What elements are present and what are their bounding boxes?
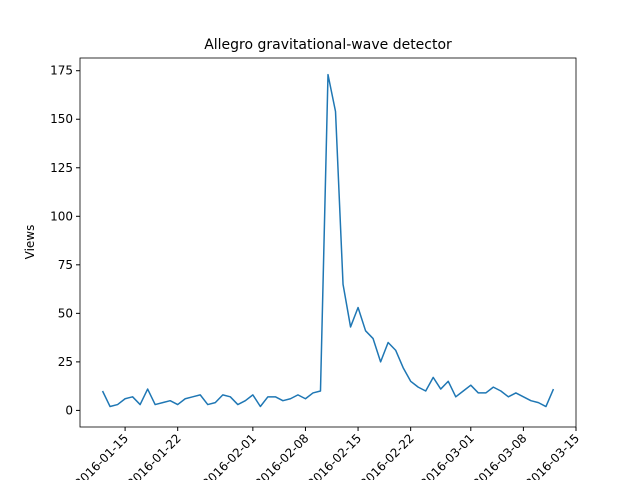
y-tick-label: 100: [50, 209, 73, 223]
x-tick-label: 2016-01-15: [72, 431, 131, 480]
x-tick-label: 2016-03-01: [418, 431, 477, 480]
y-tick-label: 150: [50, 112, 73, 126]
y-axis-label: Views: [23, 225, 37, 260]
x-tick-label: 2016-02-22: [358, 431, 417, 480]
x-tick-label: 2016-03-15: [523, 431, 582, 480]
x-tick-label: 2016-01-22: [125, 431, 184, 480]
x-tick-label: 2016-02-08: [252, 431, 311, 480]
y-tick-label: 125: [50, 161, 73, 175]
axes-frame: [79, 57, 577, 428]
x-tick-label: 2016-02-01: [200, 431, 259, 480]
x-tick-label: 2016-02-15: [305, 431, 364, 480]
y-tick-label: 175: [50, 64, 73, 78]
line: [101, 73, 555, 408]
chart-title: Allegro gravitational-wave detector: [204, 37, 452, 53]
y-tick-label: 50: [58, 306, 73, 320]
y-tick-label: 0: [65, 403, 73, 417]
y-tick-label: 25: [58, 355, 73, 369]
y-tick-label: 75: [58, 258, 73, 272]
x-tick-label: 2016-03-08: [470, 431, 529, 480]
